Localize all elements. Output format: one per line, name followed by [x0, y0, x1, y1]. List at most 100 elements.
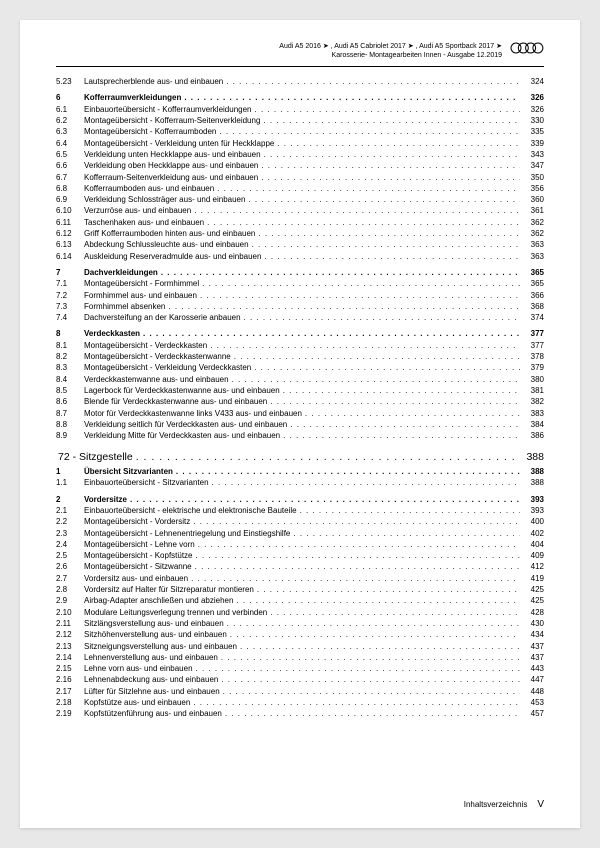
toc-entry-number: 2.5	[56, 551, 84, 562]
toc-entry-number: 2.17	[56, 687, 84, 698]
toc-entry-row: 2.11Sitzlängsverstellung aus- und einbau…	[56, 619, 544, 630]
toc-leader	[240, 642, 520, 653]
toc-entry-number: 6	[56, 93, 84, 104]
header-text: Audi A5 2016 ➤ , Audi A5 Cabriolet 2017 …	[279, 42, 502, 60]
toc-entry-number: 8.7	[56, 409, 84, 420]
toc-entry-page: 430	[520, 619, 544, 630]
toc-entry-number: 8.2	[56, 352, 84, 363]
toc-entry-page: 365	[520, 268, 544, 279]
toc-entry-title: Lüfter für Sitzlehne aus- und einbauen	[84, 687, 223, 698]
toc-leader	[136, 450, 520, 464]
toc-entry-number: 2.11	[56, 619, 84, 630]
toc-entry-number: 6.11	[56, 218, 84, 229]
toc-entry-title: Formhimmel aus- und einbauen	[84, 291, 200, 302]
toc-entry-title: Vordersitz auf Halter für Sitzreparatur …	[84, 585, 257, 596]
toc-entry-title: Formhimmel absenken	[84, 302, 168, 313]
toc-entry-page: 366	[520, 291, 544, 302]
toc-entry-page: 388	[520, 478, 544, 489]
toc-leader	[293, 529, 520, 540]
toc-entry-page: 448	[520, 687, 544, 698]
toc-entry-title: Montageübersicht - Kopfstütze	[84, 551, 196, 562]
audi-logo-icon	[510, 42, 544, 54]
toc-entry-row: 2.14Lehnenverstellung aus- und einbauen …	[56, 653, 544, 664]
toc-leader	[270, 397, 520, 408]
toc-entry-row: 8Verdeckkasten 377	[56, 329, 544, 340]
toc-leader	[300, 506, 520, 517]
toc-entry-row: 8.6Blende für Verdeckkastenwanne aus- un…	[56, 397, 544, 408]
toc-entry-title: Airbag-Adapter anschließen und abziehen	[84, 596, 236, 607]
toc-entry-number: 7	[56, 268, 84, 279]
toc-entry-row: 8.2Montageübersicht - Verdeckkastenwanne…	[56, 352, 544, 363]
toc-entry-row: 6.3Montageübersicht - Kofferraumboden 33…	[56, 127, 544, 138]
toc-entry-number: 2.19	[56, 709, 84, 720]
toc-entry-page: 453	[520, 698, 544, 709]
toc-leader	[212, 478, 520, 489]
toc-entry-title: Übersicht Sitzvarianten	[84, 467, 176, 478]
toc-entry-row: 2.10Modulare Leitungsverlegung trennen u…	[56, 608, 544, 619]
toc-entry-page: 362	[520, 218, 544, 229]
header-divider	[56, 66, 544, 67]
toc-entry-row: 2.13Sitzneigungsverstellung aus- und ein…	[56, 642, 544, 653]
toc-entry-number: 1.1	[56, 478, 84, 489]
toc-entry-number: 2.10	[56, 608, 84, 619]
toc-entry-title: Lehne vorn aus- und einbauen	[84, 664, 196, 675]
toc-entry-page: 363	[520, 252, 544, 263]
toc-entry-page: 368	[520, 302, 544, 313]
toc-entry-number: 2.6	[56, 562, 84, 573]
toc-entry-number: 6.6	[56, 161, 84, 172]
toc-entry-title: Montageübersicht - Kofferraum-Seitenverk…	[84, 116, 263, 127]
toc-entry-title: Sitzhöhenverstellung aus- und einbauen	[84, 630, 230, 641]
footer-label: Inhaltsverzeichnis	[464, 800, 528, 809]
toc-leader	[305, 409, 520, 420]
toc-entry-number: 8.5	[56, 386, 84, 397]
toc-leader	[217, 184, 520, 195]
toc-entry-page: 419	[520, 574, 544, 585]
toc-entry-page: 443	[520, 664, 544, 675]
toc-entry-title: Verkleidung unten Heckklappe aus- und ei…	[84, 150, 264, 161]
toc-leader	[219, 127, 520, 138]
toc-entry-number: 2	[56, 495, 84, 506]
toc-entry-number: 6.10	[56, 206, 84, 217]
toc-entry-page: 409	[520, 551, 544, 562]
toc-entry-title: Kofferraum-Seitenverkleidung aus- und ei…	[84, 173, 261, 184]
toc-entry-title: Taschenhaken aus- und einbauen	[84, 218, 207, 229]
toc-entry-row: 8.8Verkleidung seitlich für Verdeckkaste…	[56, 420, 544, 431]
toc-entry-row: 6.4Montageübersicht - Verkleidung unten …	[56, 139, 544, 150]
toc-entry-number: 6.5	[56, 150, 84, 161]
toc-entry-title: Verkleidung Mitte für Verdeckkasten aus-…	[84, 431, 283, 442]
toc-entry-row: 8.1Montageübersicht - Verdeckkasten 377	[56, 341, 544, 352]
toc-entry-title: Modulare Leitungsverlegung trennen und v…	[84, 608, 270, 619]
toc-entry-row: 8.3Montageübersicht - Verkleidung Verdec…	[56, 363, 544, 374]
toc-entry-page: 437	[520, 642, 544, 653]
toc-entry-row: 6.12Griff Kofferraumboden hinten aus- un…	[56, 229, 544, 240]
toc-entry-title: Einbauorteübersicht - Kofferraumverkleid…	[84, 105, 255, 116]
toc-entry-page: 378	[520, 352, 544, 363]
toc-entry-title: Montageübersicht - Verkleidung unten für…	[84, 139, 277, 150]
toc-entry-number: 7.4	[56, 313, 84, 324]
toc-entry-page: 360	[520, 195, 544, 206]
toc-entry-number: 6.2	[56, 116, 84, 127]
toc-leader	[225, 709, 520, 720]
toc-entry-page: 377	[520, 329, 544, 340]
toc-entry-number: 2.3	[56, 529, 84, 540]
toc-entry-title: Montageübersicht - Lehnenentriegelung un…	[84, 529, 293, 540]
toc-entry-page: 374	[520, 313, 544, 324]
toc-leader	[196, 664, 520, 675]
toc-entry-page: 379	[520, 363, 544, 374]
toc-entry-title: Dachverkleidungen	[84, 268, 161, 279]
toc-entry-row: 2.16Lehnenabdeckung aus- und einbauen 44…	[56, 675, 544, 686]
toc-entry-row: 7.4Dachversteifung an der Karosserie anb…	[56, 313, 544, 324]
toc-entry-row: 6.14Auskleidung Reserveradmulde aus- und…	[56, 252, 544, 263]
toc-entry-number: 8.6	[56, 397, 84, 408]
toc-leader	[252, 240, 520, 251]
toc-entry-row: 2.15Lehne vorn aus- und einbauen 443	[56, 664, 544, 675]
toc-leader	[234, 352, 520, 363]
toc-entry-row: 2.2Montageübersicht - Vordersitz 400	[56, 517, 544, 528]
toc-entry-page: 434	[520, 630, 544, 641]
toc-leader	[255, 105, 520, 116]
toc-entry-title: Verzurröse aus- und einbauen	[84, 206, 194, 217]
toc-leader	[198, 540, 520, 551]
toc-leader	[248, 195, 520, 206]
toc-entry-number: 8.3	[56, 363, 84, 374]
toc-entry-row: 2.17Lüfter für Sitzlehne aus- und einbau…	[56, 687, 544, 698]
